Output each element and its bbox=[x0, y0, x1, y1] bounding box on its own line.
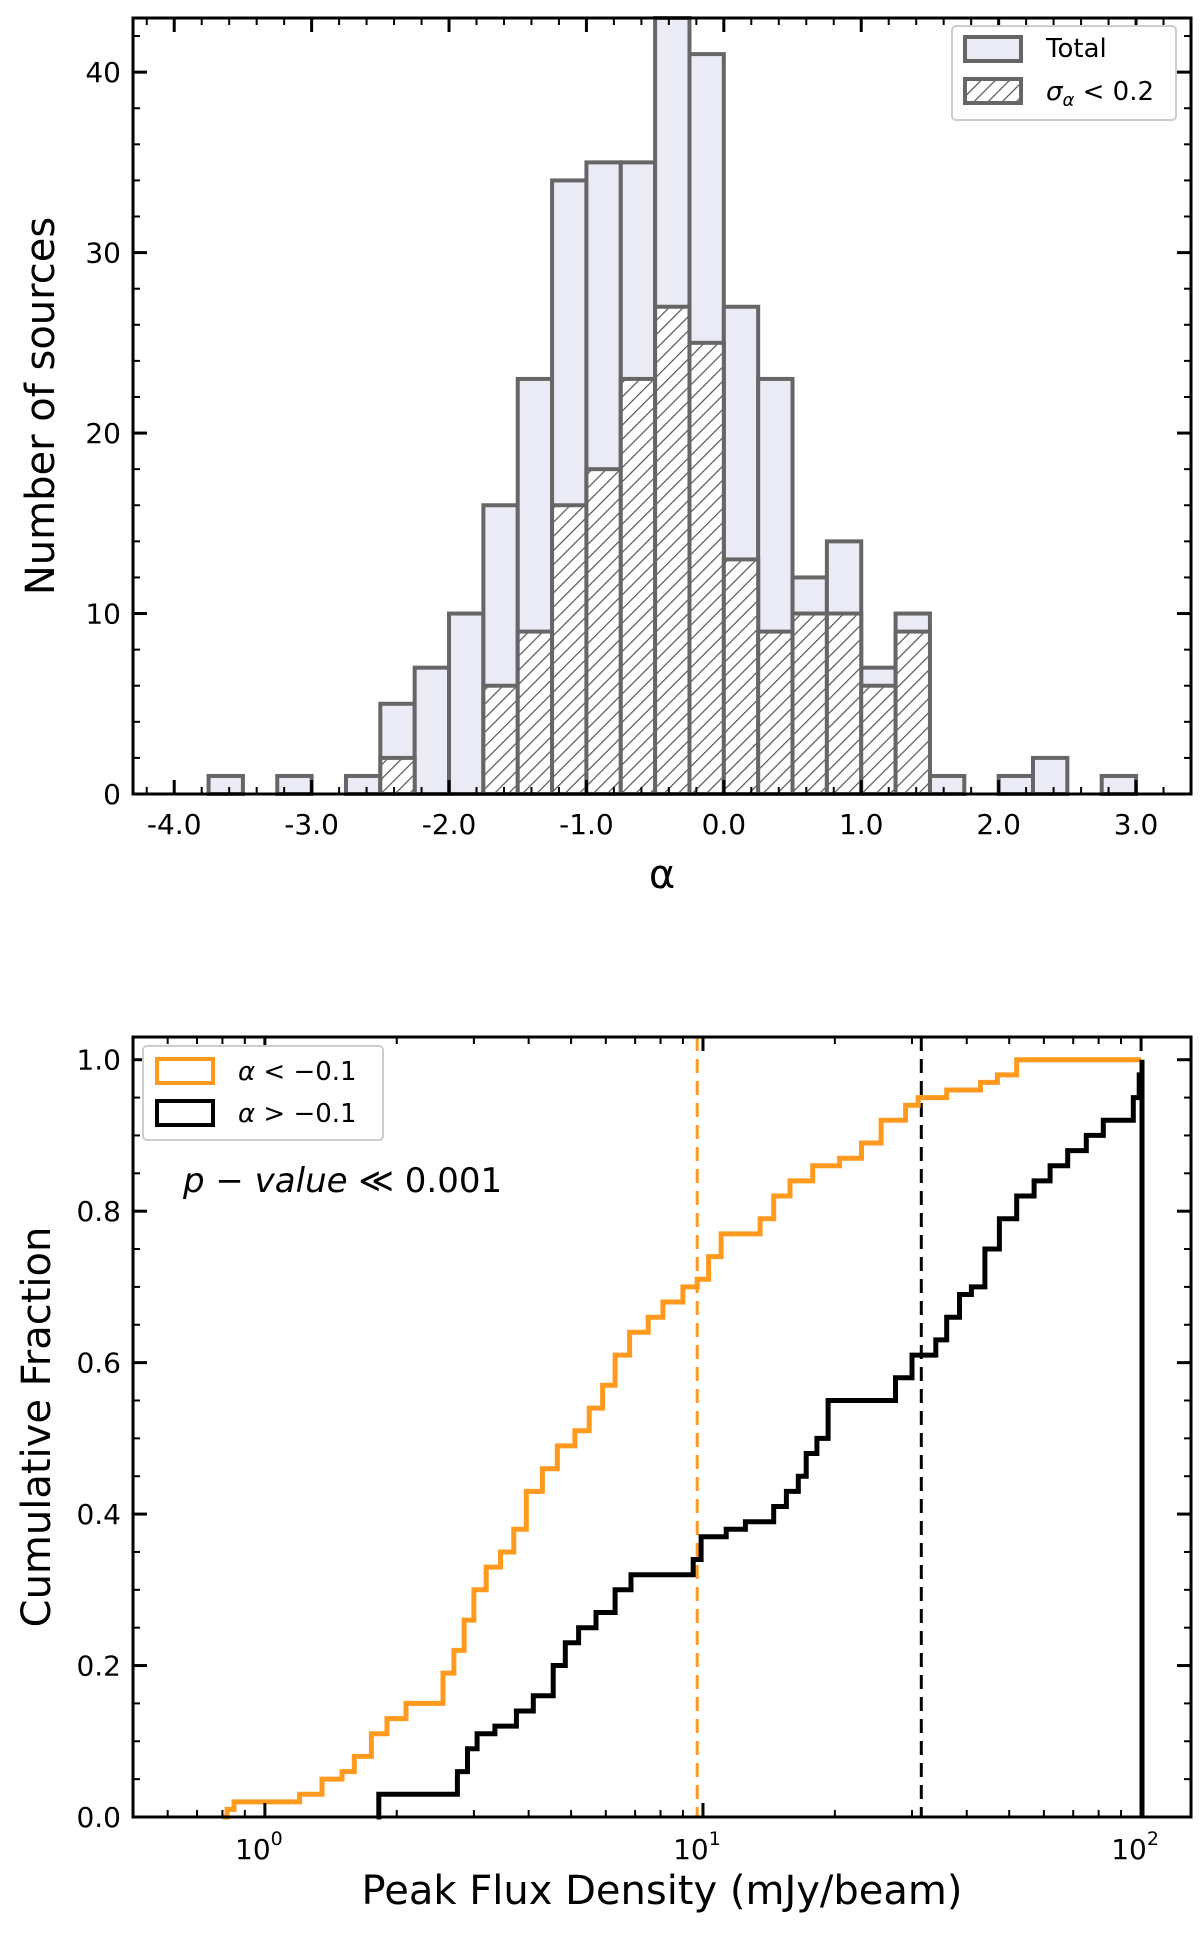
legend-label-sigma: σα < 0.2 bbox=[1046, 77, 1154, 111]
histogram-bar-sigma-10 bbox=[550, 503, 589, 796]
legend-swatch-total bbox=[963, 35, 1023, 63]
legend-swatch-positive-alpha bbox=[155, 1099, 215, 1127]
histogram-bar-sigma-13 bbox=[653, 304, 692, 796]
histogram-bar-sigma-14 bbox=[687, 340, 726, 796]
cdf-y-tick-label: 0.6 bbox=[76, 1347, 121, 1380]
cdf-y-tick-label: 0.8 bbox=[76, 1195, 121, 1228]
cdf-x-tick-label: 100 bbox=[235, 1828, 283, 1866]
cdf-legend: α < −0.1 α > −0.1 bbox=[142, 1045, 384, 1141]
histogram-bar-sigma-8 bbox=[481, 683, 520, 797]
histogram-bar-sigma-18 bbox=[824, 611, 864, 797]
legend-swatch-sigma bbox=[963, 77, 1023, 105]
histogram-bar-sigma-9 bbox=[515, 629, 555, 797]
cdf-panel: 100 101 102 0.0 0.2 0.4 0.6 0.8 1.0 Cumulative F… bbox=[14, 1035, 1193, 1914]
histogram-x-axis-label: α bbox=[649, 852, 675, 898]
histogram-x-tick-label: 2.0 bbox=[976, 808, 1021, 841]
histogram-bar-sigma-15 bbox=[721, 557, 761, 796]
p-value-annotation: p − value ≪ 0.001 bbox=[182, 1161, 502, 1201]
histogram-bar-total-2 bbox=[275, 773, 314, 797]
histogram-ticks: -4.0 -3.0 -2.0 -1.0 0.0 1.0 2.0 3.0 0 10 20 30 40 bbox=[85, 18, 1191, 841]
histogram-bar-sigma-12 bbox=[618, 376, 658, 796]
cdf-x-axis-label: Peak Flux Density (mJy/beam) bbox=[362, 1868, 963, 1914]
cdf-y-tick-label: 0.0 bbox=[76, 1801, 121, 1834]
cdf-y-tick-label: 0.2 bbox=[76, 1650, 121, 1683]
histogram-y-tick-label: 0 bbox=[103, 778, 121, 811]
histogram-y-axis-label: Number of sources bbox=[18, 217, 64, 595]
histogram-panel: -4.0 -3.0 -2.0 -1.0 0.0 1.0 2.0 3.0 0 10 20 30 40 Nu… bbox=[18, 16, 1193, 898]
histogram-bar-total-4 bbox=[343, 773, 383, 797]
histogram-legend: Total σα < 0.2 bbox=[951, 25, 1177, 121]
histogram-x-tick-label: -4.0 bbox=[147, 808, 202, 841]
cdf-y-tick-label: 0.4 bbox=[76, 1498, 121, 1531]
cdf-y-axis-label: Cumulative Fraction bbox=[14, 1227, 60, 1628]
legend-label-total: Total bbox=[1045, 34, 1107, 64]
histogram-y-tick-label: 30 bbox=[85, 237, 121, 270]
cdf-ticks: 100 101 102 0.0 0.2 0.4 0.6 0.8 1.0 bbox=[76, 1037, 1191, 1866]
histogram-x-tick-label: -2.0 bbox=[422, 808, 477, 841]
histogram-x-tick-label: -1.0 bbox=[559, 808, 614, 841]
legend-swatch-negative-alpha bbox=[155, 1057, 215, 1085]
histogram-y-tick-label: 40 bbox=[85, 56, 121, 89]
cdf-plot-frame bbox=[131, 1035, 1193, 1819]
histogram-x-tick-label: 3.0 bbox=[1114, 808, 1159, 841]
cdf-y-tick-label: 1.0 bbox=[76, 1044, 121, 1077]
histogram-bar-sigma-19 bbox=[859, 683, 898, 797]
histogram-plot-frame bbox=[131, 16, 1193, 796]
histogram-bar-sigma-20 bbox=[893, 629, 932, 797]
histogram-bar-sigma-11 bbox=[584, 467, 623, 796]
histogram-x-tick-label: 0.0 bbox=[702, 808, 747, 841]
histogram-bar-total-23 bbox=[996, 773, 1035, 797]
histogram-bar-total-26 bbox=[1099, 773, 1139, 797]
legend-label-negative-alpha: α < −0.1 bbox=[238, 1057, 357, 1087]
histogram-bar-total-24 bbox=[1030, 755, 1070, 797]
cdf-x-tick-label: 101 bbox=[673, 1828, 721, 1866]
histogram-x-tick-label: 1.0 bbox=[839, 808, 884, 841]
histogram-bar-total-21 bbox=[927, 773, 967, 797]
cdf-legend-box bbox=[142, 1045, 384, 1141]
histogram-bar-sigma-17 bbox=[790, 611, 829, 797]
histogram-bar-sigma-16 bbox=[756, 629, 795, 797]
histogram-bar-sigma-5 bbox=[378, 755, 417, 797]
legend-label-positive-alpha: α > −0.1 bbox=[238, 1099, 357, 1129]
histogram-sigma-bars bbox=[378, 304, 932, 797]
cdf-series-positive-alpha bbox=[376, 1059, 1145, 1820]
cdf-series-negative-alpha bbox=[222, 1057, 1142, 1820]
histogram-bar-total-7 bbox=[447, 611, 486, 797]
histogram-y-tick-label: 10 bbox=[85, 598, 121, 631]
histogram-bar-total-0 bbox=[206, 773, 245, 797]
cdf-x-tick-label: 102 bbox=[1111, 1828, 1159, 1866]
histogram-x-tick-label: -3.0 bbox=[284, 808, 339, 841]
histogram-y-tick-label: 20 bbox=[85, 417, 121, 450]
histogram-bar-total-6 bbox=[412, 665, 452, 797]
